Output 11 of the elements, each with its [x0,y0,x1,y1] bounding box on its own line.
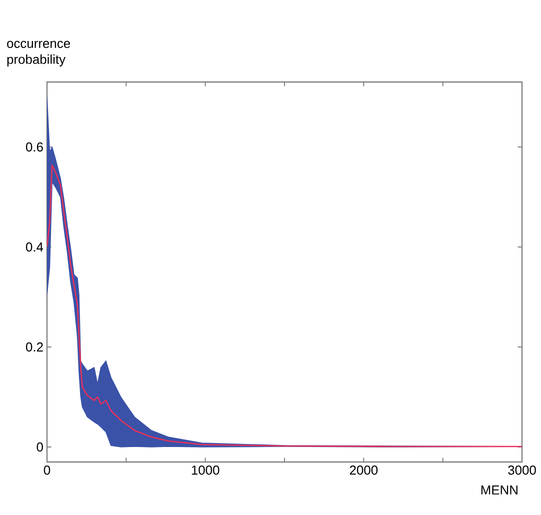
y-tick-label: 0 [36,442,43,452]
y-tick-label: 0.6 [26,142,43,152]
x-tick-label: 3000 [508,466,536,475]
line-series [47,164,522,448]
y-tick-label: 0.4 [26,242,44,252]
x-tick-label: 0 [44,466,50,475]
y-tick-label: 0.2 [26,342,43,352]
x-tick-label: 2000 [350,466,378,475]
y-axis-title: occurrence probability [7,40,70,66]
x-axis-title: MENN [481,486,518,494]
x-tick-label: 1000 [192,466,220,475]
